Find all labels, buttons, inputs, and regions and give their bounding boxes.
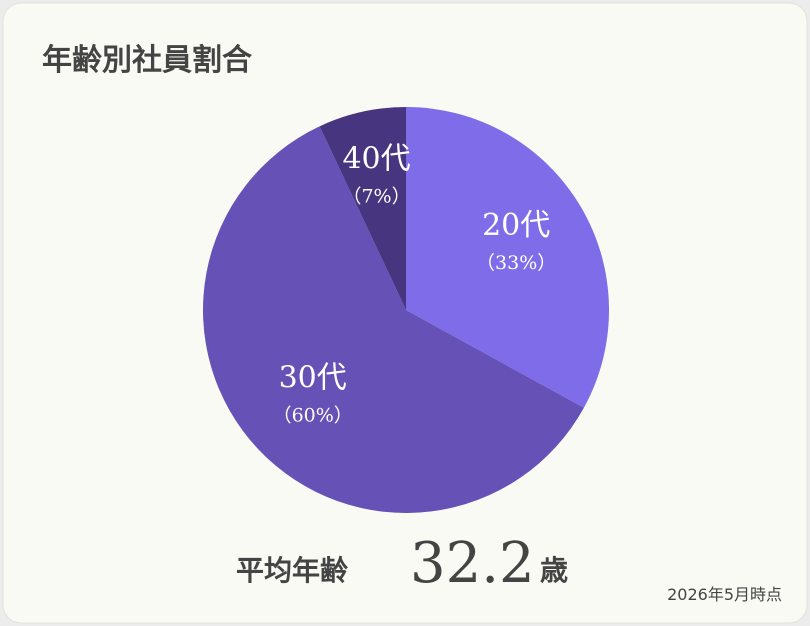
summary-label: 平均年齢 bbox=[236, 554, 348, 587]
slice-value-label: （7%） bbox=[342, 185, 410, 207]
pie-slice bbox=[319, 107, 406, 310]
summary-unit: 歳 bbox=[540, 554, 568, 587]
slice-label: 20代 bbox=[482, 208, 550, 243]
note: 2026年5月時点 bbox=[667, 585, 782, 604]
pie: 20代 （33%） 30代 （60%） 40代 （7%） bbox=[202, 107, 609, 514]
chart-title: 年齢別社員割合 bbox=[42, 43, 252, 78]
pie-slice bbox=[406, 107, 609, 408]
slice-label: 30代 bbox=[279, 361, 347, 396]
summary-value: 32.2 bbox=[410, 531, 535, 596]
slice-label: 40代 bbox=[342, 141, 410, 176]
pie-slice bbox=[202, 126, 584, 514]
slice-value-label: （60%） bbox=[273, 405, 353, 427]
slice-value-label: （33%） bbox=[476, 252, 556, 274]
